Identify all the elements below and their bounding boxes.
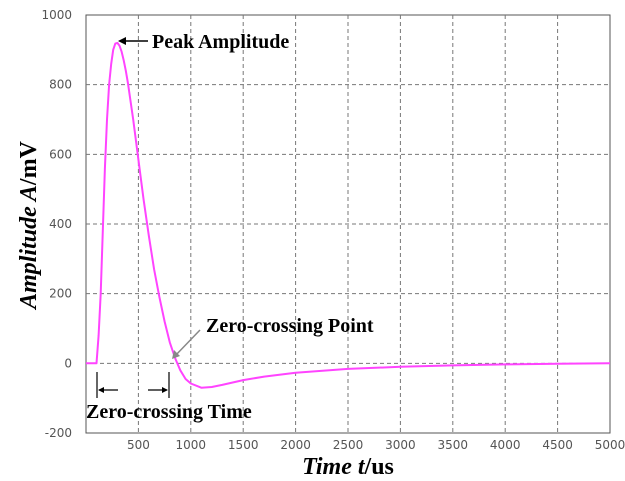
peak-annotation: Peak Amplitude [118,31,289,53]
zero-point-arrowhead [172,350,180,359]
zero-time-left-head [98,387,104,393]
x-tick-label: 5000 [595,438,625,452]
peak-label: Peak Amplitude [152,31,289,53]
y-axis-var: Amplitude [16,206,42,311]
zero-time-annotation: Zero-crossing Time [86,372,252,423]
x-tick-label: 3000 [385,438,416,452]
zero-point-label: Zero-crossing Point [206,315,374,337]
x-tick-label: 2500 [333,438,364,452]
y-axis-unit: /mV [16,140,42,186]
x-tick-label: 4500 [542,438,573,452]
x-tick-label: 2000 [280,438,311,452]
x-tick-label: 4000 [490,438,521,452]
y-tick-label: 1000 [41,8,72,22]
x-axis-unit: /us [364,454,394,480]
x-axis-var: Time [302,454,352,480]
x-tick-label: 1500 [228,438,259,452]
tick-labels: 500 1000 1500 2000 2500 3000 3500 4000 4500 5000-… [41,8,625,452]
y-tick-label: 400 [49,217,72,231]
y-axis-sym: A [16,185,42,203]
y-tick-label: 200 [49,287,72,301]
x-tick-label: 500 [127,438,150,452]
series-line [86,41,611,389]
y-axis-title: Amplitude A/mV [16,140,42,310]
series-layer [86,41,611,389]
zero-time-right-head [162,387,168,393]
y-tick-label: 600 [49,147,72,161]
y-tick-label: 0 [64,356,72,370]
peak-arrowhead [118,37,126,45]
y-tick-label: 800 [49,78,72,92]
y-tick-label: -200 [45,426,72,440]
x-tick-label: 3500 [438,438,469,452]
x-axis-sym: t [358,454,366,480]
zero-point-annotation: Zero-crossing Point [172,315,374,359]
x-tick-label: 1000 [176,438,207,452]
x-axis-title: Time t/us [302,454,394,480]
zero-point-arrow [173,329,201,358]
zero-time-label: Zero-crossing Time [86,401,252,423]
